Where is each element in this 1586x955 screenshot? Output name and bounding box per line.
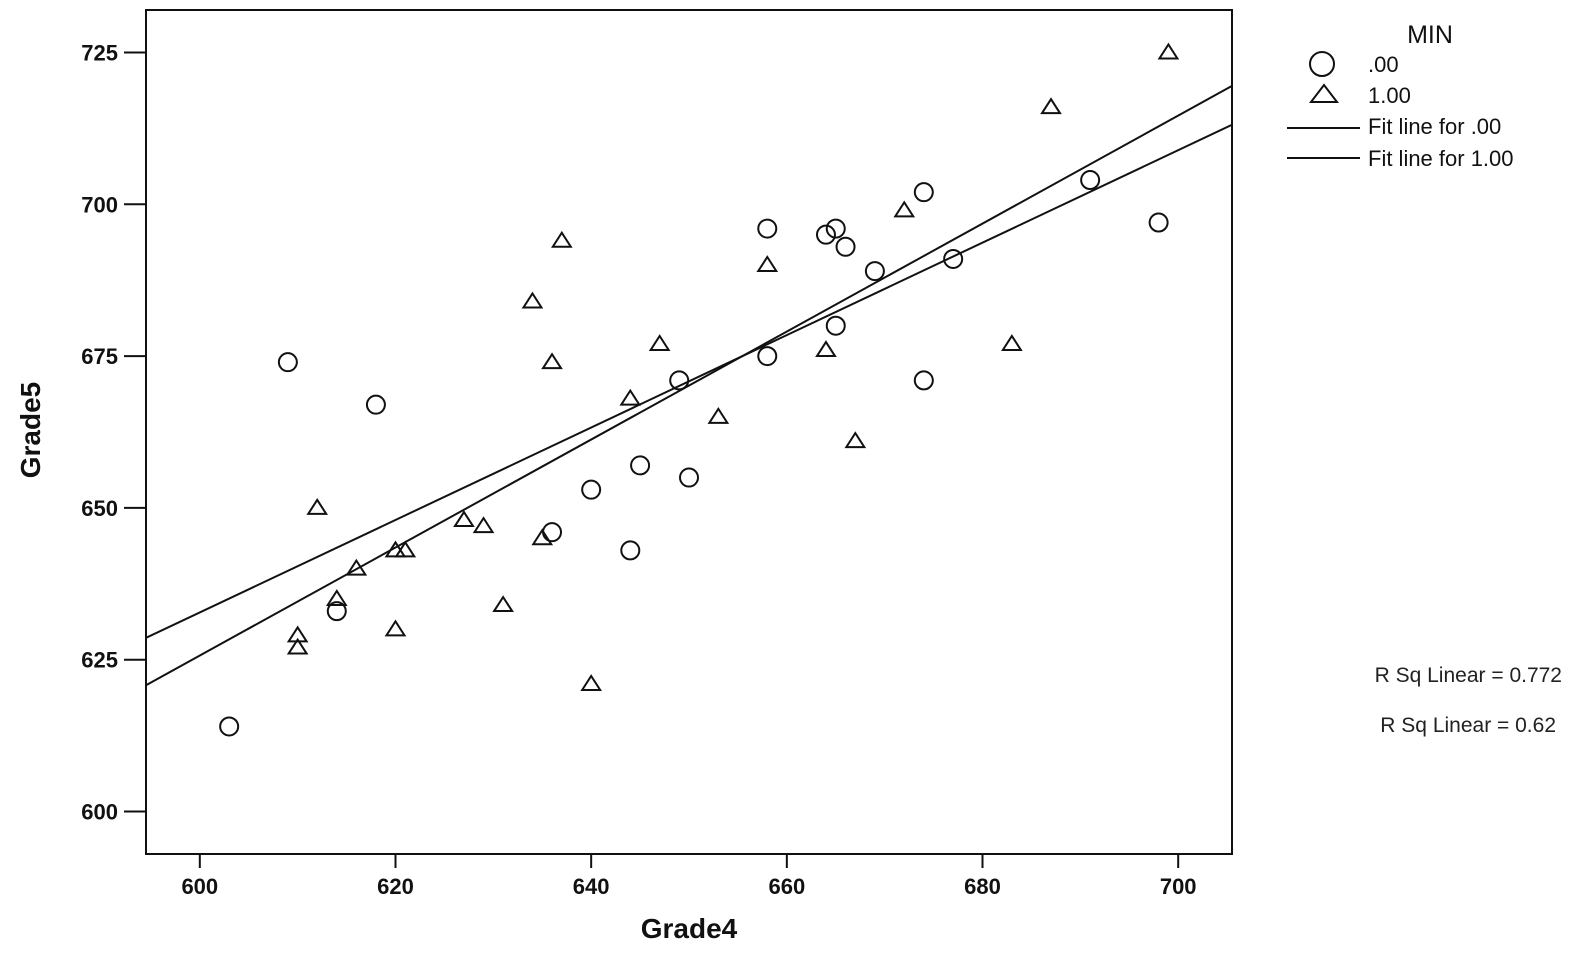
point-triangle (325, 589, 348, 606)
point-circle (913, 370, 934, 391)
point-circle (620, 540, 641, 561)
point-triangle (521, 291, 544, 309)
point-triangle (531, 528, 554, 546)
x-tick-label: 680 (964, 874, 1001, 899)
data-points (219, 42, 1180, 737)
fit-lines (145, 85, 1233, 687)
point-triangle (286, 637, 309, 655)
r-squared-annotation-2: R Sq Linear = 0.62 (1380, 714, 1556, 737)
point-circle (1148, 212, 1169, 233)
point-circle (757, 346, 778, 367)
point-triangle (815, 340, 837, 358)
point-circle (219, 716, 240, 737)
point-triangle (394, 540, 417, 558)
point-circle (757, 218, 778, 239)
legend-label-circle: .00 (1368, 52, 1399, 77)
point-circle (943, 248, 964, 269)
legend-circle-icon (1309, 51, 1335, 77)
y-tick-label: 650 (81, 496, 118, 521)
legend-label-fit-00: Fit line for .00 (1368, 114, 1501, 139)
point-triangle (550, 230, 573, 248)
legend-label-triangle: 1.00 (1368, 83, 1411, 108)
fit-line-100 (145, 85, 1233, 687)
point-circle (825, 218, 846, 239)
point-triangle (384, 619, 407, 637)
plot-frame (145, 9, 1233, 855)
legend-triangle-icon (1308, 83, 1340, 103)
point-triangle (756, 255, 779, 273)
point-circle (581, 479, 602, 500)
y-tick-label: 600 (81, 799, 118, 824)
point-triangle (893, 200, 916, 218)
x-tick-label: 700 (1160, 874, 1197, 899)
point-circle (669, 370, 690, 391)
point-triangle (492, 595, 514, 613)
point-triangle (1157, 42, 1180, 60)
x-tick-label: 620 (377, 874, 414, 899)
x-tick-label: 660 (768, 874, 805, 899)
point-triangle (1001, 334, 1023, 351)
point-triangle (541, 352, 563, 370)
point-triangle (453, 510, 475, 528)
point-circle (864, 261, 885, 282)
point-triangle (648, 334, 671, 351)
x-axis-ticks: 600 620 640 660 680 700 (181, 854, 1197, 899)
y-axis-ticks: 600 625 650 675 700 725 (81, 41, 146, 824)
y-tick-label: 725 (81, 41, 118, 66)
legend: MIN .00 1.00 Fit line for .00 Fit line f… (1287, 21, 1514, 171)
point-circle (630, 455, 651, 476)
point-circle (542, 522, 563, 543)
r-squared-annotation-1: R Sq Linear = 0.772 (1375, 664, 1562, 687)
point-circle (825, 315, 846, 336)
point-triangle (580, 674, 602, 691)
x-tick-label: 600 (181, 874, 218, 899)
legend-title: MIN (1407, 21, 1453, 49)
point-triangle (844, 431, 867, 449)
point-circle (1080, 170, 1101, 191)
point-circle (835, 236, 856, 257)
point-triangle (472, 516, 495, 534)
x-axis-label: Grade4 (641, 913, 738, 944)
point-circle (815, 224, 836, 245)
point-triangle (306, 498, 329, 515)
x-tick-label: 640 (573, 874, 610, 899)
point-triangle (1040, 97, 1062, 115)
point-triangle (619, 388, 642, 406)
point-triangle (286, 625, 309, 643)
point-circle (913, 182, 934, 203)
y-tick-label: 625 (81, 648, 118, 673)
point-circle (365, 394, 386, 415)
y-tick-label: 675 (81, 344, 118, 369)
y-tick-label: 700 (81, 192, 118, 217)
point-circle (277, 352, 298, 373)
y-axis-label: Grade5 (15, 382, 46, 479)
point-triangle (707, 406, 730, 424)
point-circle (679, 467, 699, 488)
legend-label-fit-100: Fit line for 1.00 (1368, 146, 1514, 171)
point-circle (326, 601, 347, 622)
point-triangle (345, 558, 368, 576)
